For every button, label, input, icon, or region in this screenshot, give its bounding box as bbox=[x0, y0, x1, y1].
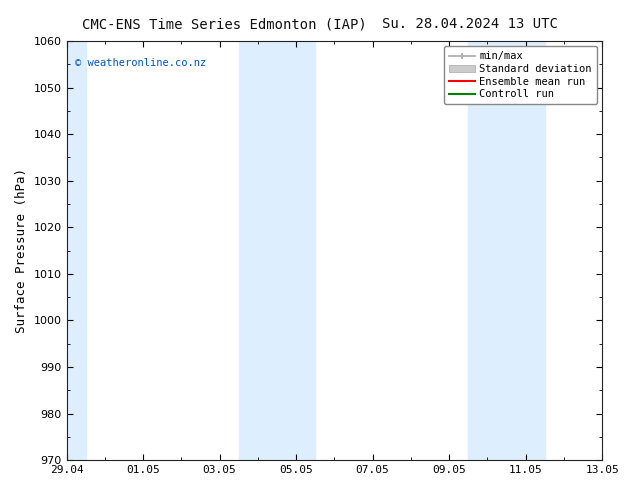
Text: © weatheronline.co.nz: © weatheronline.co.nz bbox=[75, 58, 206, 68]
Text: CMC-ENS Time Series Edmonton (IAP): CMC-ENS Time Series Edmonton (IAP) bbox=[82, 17, 367, 31]
Bar bbox=[469, 41, 545, 460]
Bar bbox=[238, 41, 315, 460]
Text: Su. 28.04.2024 13 UTC: Su. 28.04.2024 13 UTC bbox=[382, 17, 558, 31]
Bar bbox=[67, 41, 86, 460]
Legend: min/max, Standard deviation, Ensemble mean run, Controll run: min/max, Standard deviation, Ensemble me… bbox=[444, 46, 597, 104]
Y-axis label: Surface Pressure (hPa): Surface Pressure (hPa) bbox=[15, 168, 28, 333]
